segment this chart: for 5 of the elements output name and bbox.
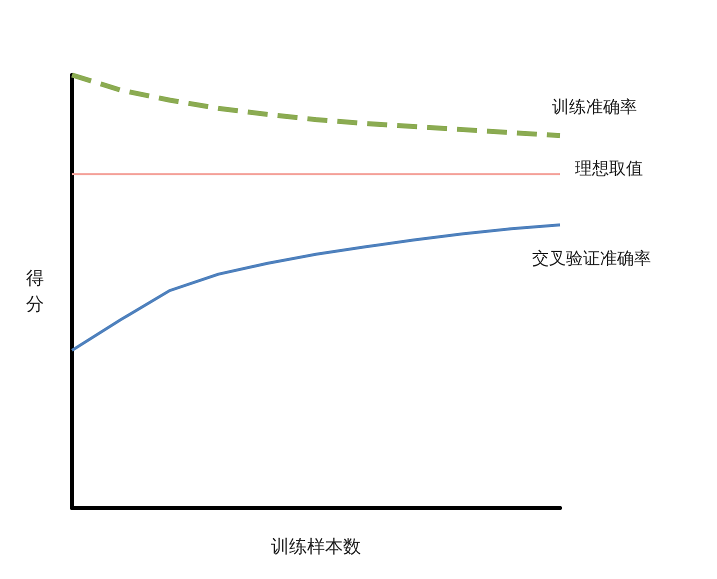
- series-label: 理想取值: [575, 159, 643, 180]
- series-label: 交叉验证准确率: [532, 248, 651, 269]
- y-axis-title: 得分: [26, 268, 44, 315]
- x-axis-title: 训练样本数: [271, 536, 361, 558]
- series-label: 训练准确率: [552, 98, 637, 118]
